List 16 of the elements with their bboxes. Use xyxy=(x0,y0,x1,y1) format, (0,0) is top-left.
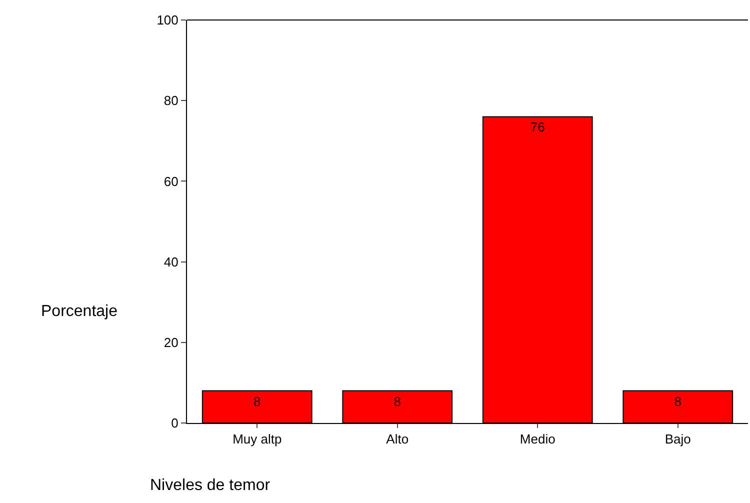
y-tick-label: 40 xyxy=(164,254,178,270)
y-axis-title: Porcentaje xyxy=(41,303,118,320)
data-label: 8 xyxy=(254,394,261,409)
y-tick-label: 60 xyxy=(164,174,178,189)
data-label: 8 xyxy=(394,394,401,409)
y-tick-label: 20 xyxy=(164,334,178,350)
data-label: 76 xyxy=(530,120,545,135)
x-tick-label: Medio xyxy=(520,432,556,447)
x-tick-label: Bajo xyxy=(664,432,691,447)
y-tick-label: 0 xyxy=(171,416,178,431)
x-tick-label: Alto xyxy=(386,432,409,447)
y-tick-label: 80 xyxy=(164,93,178,108)
data-label: 8 xyxy=(674,394,682,409)
y-tick-label: 100 xyxy=(156,12,178,28)
x-tick-label: Muy altp xyxy=(232,432,282,447)
x-axis-title: Niveles de temor xyxy=(150,477,271,494)
